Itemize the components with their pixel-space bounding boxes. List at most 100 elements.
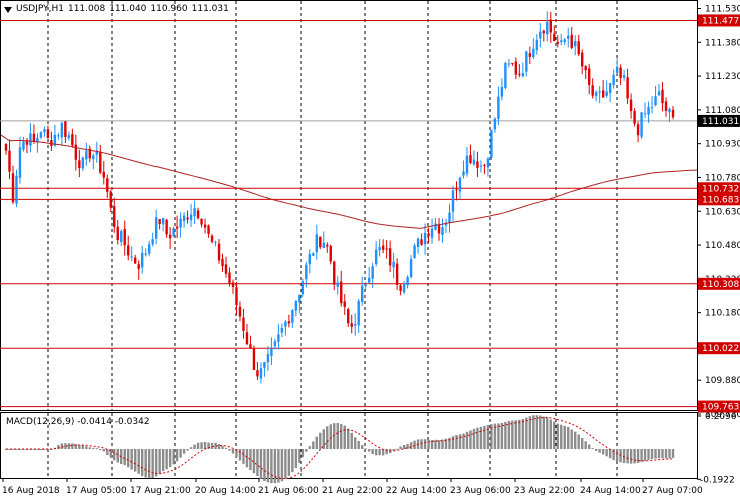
macd-bar [315, 436, 319, 449]
candle-body [388, 248, 392, 266]
macd-bar [277, 449, 280, 483]
candle-body [497, 96, 500, 119]
price-axis-label: 111.530 [705, 5, 740, 15]
candle-body [8, 150, 11, 172]
macd-bar [374, 449, 378, 456]
level-label-5: 109.763 [702, 403, 739, 413]
high-value: 111.040 [109, 4, 147, 14]
candle-body [203, 224, 207, 228]
candle-body [657, 91, 661, 96]
macd-bar [140, 449, 144, 477]
candle-body [179, 218, 182, 228]
macd-bar [367, 449, 371, 452]
candle-body [4, 143, 8, 151]
macd-bar [92, 448, 95, 450]
candle-body [291, 310, 294, 323]
candle-body [525, 51, 528, 72]
candle-body [102, 171, 105, 178]
candle-body [88, 148, 92, 159]
macd-bar [74, 444, 78, 449]
low-value: 110.960 [150, 4, 188, 14]
candle-body [511, 63, 514, 65]
macd-bar [465, 431, 469, 449]
chart-menu-icon[interactable] [4, 6, 12, 13]
candle-body [493, 118, 497, 130]
candle-body [22, 141, 25, 150]
macd-bar [102, 449, 105, 452]
macd-bar [60, 443, 64, 449]
macd-bar [458, 434, 462, 449]
candle-body [546, 21, 549, 35]
macd-bar [574, 431, 577, 449]
macd-bar [542, 416, 545, 449]
candle-body [577, 41, 580, 55]
time-axis-label-8: 23 Aug 22:00 [514, 486, 575, 496]
candle-body [249, 344, 252, 349]
macd-bar [242, 449, 245, 464]
macd-bar [605, 449, 608, 457]
candle-body [483, 164, 486, 166]
candle-body [228, 272, 231, 284]
macd-bar [518, 419, 521, 449]
macd-bar [371, 449, 374, 455]
candle-body [500, 87, 504, 97]
candle-body [280, 328, 284, 333]
candle-body [444, 222, 448, 226]
current-price-badge [698, 114, 740, 127]
time-axis-label-0: 16 Aug 2018 [2, 486, 60, 496]
candle-body [521, 73, 525, 77]
candle-body [113, 206, 116, 227]
macd-bar [144, 449, 147, 478]
price-axis-label: 109.730 [705, 410, 740, 420]
candle-body [46, 129, 50, 139]
macd-bar [594, 449, 598, 451]
candle-body [231, 282, 235, 287]
candle-body [668, 108, 671, 113]
macd-bar [395, 448, 399, 450]
macd-bar [479, 426, 483, 449]
candle-body [469, 155, 472, 164]
candle-body [78, 160, 81, 169]
time-axis-label-4: 21 Aug 06:00 [258, 486, 319, 496]
candle-body [319, 236, 322, 248]
candle-body [360, 285, 364, 302]
macd-bar [158, 449, 161, 475]
candle-body [556, 41, 559, 44]
macd-bar [402, 444, 406, 449]
macd-bar [182, 449, 186, 454]
macd-label: MACD(12,26,9) -0.0414 -0.0342 [6, 417, 150, 427]
macd-bar [127, 449, 130, 468]
macd-bar [245, 449, 249, 468]
candle-body [259, 368, 263, 379]
candle-body [423, 232, 427, 245]
candle-body [277, 334, 280, 342]
macd-bar [88, 447, 92, 449]
candle-body [406, 277, 409, 286]
candle-body [619, 67, 622, 78]
time-axis-label-1: 17 Aug 05:00 [66, 486, 127, 496]
macd-bar [249, 449, 252, 471]
candle-body [584, 66, 587, 71]
candle-body [294, 301, 298, 311]
macd-bar [385, 449, 388, 455]
candle-body [18, 147, 22, 178]
macd-bar [654, 449, 657, 459]
price-axis-label: 109.880 [705, 376, 740, 386]
candle-body [144, 253, 147, 255]
candle-body [518, 73, 521, 75]
macd-bar [437, 440, 441, 449]
macd-bar [525, 417, 528, 449]
candle-body [385, 248, 388, 250]
macd-bar [535, 415, 539, 449]
macd-bar [43, 449, 46, 450]
time-axis-label-2: 17 Aug 21:00 [130, 486, 191, 496]
candle-body [608, 83, 612, 94]
candle-body [409, 258, 413, 278]
macd-scale-bottom: -0.1922 [700, 475, 735, 485]
candle-body [591, 85, 594, 96]
macd-bar [343, 425, 346, 449]
candle-body [661, 89, 664, 104]
candle-body [81, 157, 85, 169]
candle-body [601, 90, 605, 98]
